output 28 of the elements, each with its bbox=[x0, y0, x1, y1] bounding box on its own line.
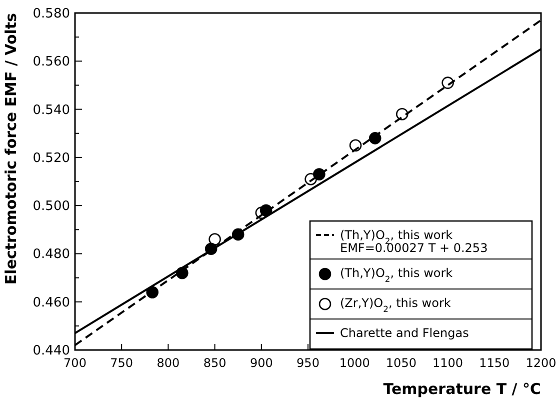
y-tick-label: 0.580 bbox=[32, 6, 70, 22]
legend-label: (Zr,Y)O$_{2}$, this work bbox=[340, 296, 451, 314]
x-tick-label: 1000 bbox=[339, 356, 370, 370]
y-tick-label: 0.520 bbox=[32, 150, 70, 166]
x-tick-label: 800 bbox=[156, 356, 180, 370]
y-tick-label: 0.560 bbox=[32, 54, 70, 70]
x-tick-label: 700 bbox=[64, 356, 86, 370]
point bbox=[313, 168, 326, 180]
y-tick-label: 0.540 bbox=[32, 102, 70, 118]
legend-label: (Th,Y)O$_{2}$, this work bbox=[340, 266, 453, 284]
x-tick-label: 1200 bbox=[526, 356, 556, 370]
x-axis-title: Temperature T / °C bbox=[383, 380, 541, 398]
x-tick-label: 1150 bbox=[479, 356, 510, 370]
y-tick-label: 0.500 bbox=[32, 199, 70, 214]
point bbox=[208, 233, 221, 246]
x-tick-label: 950 bbox=[296, 356, 320, 370]
y-axis-title: Electromotoric force EMF / Volts bbox=[2, 12, 20, 285]
y-tick-label: 0.460 bbox=[32, 295, 70, 310]
point bbox=[396, 108, 408, 120]
legend-label: Charette and Flengas bbox=[340, 326, 469, 340]
point bbox=[176, 266, 188, 280]
y-tick-label: 0.440 bbox=[32, 344, 70, 358]
x-tick-label: 750 bbox=[110, 356, 134, 370]
x-tick-label: 1100 bbox=[432, 356, 464, 370]
y-tick-label: 0.480 bbox=[32, 247, 70, 262]
x-tick-label: 850 bbox=[203, 356, 226, 370]
x-tick-label: 900 bbox=[250, 356, 273, 370]
x-tick-label: 1050 bbox=[386, 356, 416, 370]
